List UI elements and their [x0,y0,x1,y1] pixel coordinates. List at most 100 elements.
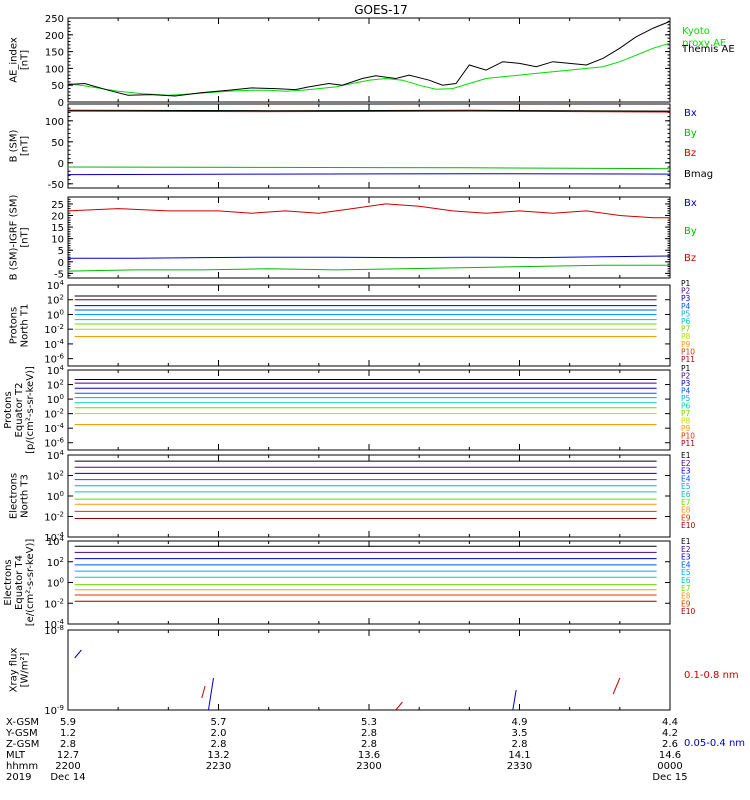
footer-row-label: MLT [6,750,26,761]
series-themis-ae-line [67,20,671,97]
y-axis-label: B (SM) [9,129,20,162]
y-axis-label: [nT] [20,50,31,70]
legend-series-bx: Bx [684,198,697,209]
exponent: 4 [60,364,65,372]
series-by-line [67,166,671,170]
legend-series-bx: Bx [684,108,697,119]
footer-cell: Dec 15 [652,772,687,783]
footer-cell: 2.8 [60,739,76,750]
exponent: -9 [57,704,64,712]
footer-cell: 13.2 [207,750,229,761]
y-axis-label: North T1 [20,304,31,348]
exponent: -6 [57,437,65,445]
y-axis-label: [W/m²] [20,652,31,687]
panel-1: 0 50 100 150 200 250 AE_index [nT] Kyoto proxy AE… [9,14,735,109]
legend-series-e7: E7 [681,498,691,507]
y-tick-label: 102 [47,556,64,569]
y-tick-label: 102 [47,379,64,392]
y-tick-label: 0 [58,258,64,269]
y-tick-label: 104 [47,279,65,292]
y-axis-label: [nT] [20,136,31,156]
series-bx-line [68,255,671,259]
footer-cell: 14.1 [508,750,530,761]
legend-series-e7: E7 [681,584,691,593]
panel-frame [67,17,671,103]
exponent: -2 [57,323,64,331]
y-tick-label: 100 [47,490,64,503]
y-tick-label: 10-9 [44,704,64,717]
y-tick-label: -5 [54,269,64,280]
y-tick-label: 100 [45,64,64,75]
legend-series-bz: Bz [684,148,696,159]
y-tick-label: 15 [51,223,64,234]
legend-series-e6: E6 [681,490,691,499]
series-bmag-line [67,109,671,112]
footer-cell: 2.6 [662,739,678,750]
y-tick-label: 10-2 [44,597,64,610]
panel-frame [67,629,671,711]
legend-series-0-1-0-8-nm: 0.1-0.8 nm [684,670,739,681]
legend-series-p4: P4 [681,302,691,311]
legend-line: proxy AE [682,38,726,49]
exponent: 0 [60,308,64,316]
exponent: -8 [57,624,64,632]
footer-cell: 2230 [206,761,231,772]
legend-series-p1: P1 [681,279,691,288]
legend-series-p5: P5 [681,394,691,403]
y-axis-label: AE_index [9,37,20,83]
y-tick-label: 250 [45,14,64,25]
series-bz-line [67,110,671,113]
exponent: -4 [57,531,65,539]
legend-series-e2: E2 [681,545,691,554]
exponent: -4 [57,618,65,626]
legend-series-e8: E8 [681,506,691,515]
panel-frame [67,284,671,367]
exponent: -2 [57,511,64,519]
legend-series-by: By [684,128,697,139]
y-tick-label: 10-2 [44,323,64,336]
y-tick-label: 20 [51,212,64,223]
series-0-05-0-4-nm-segment [512,689,517,711]
y-tick-label: -50 [48,180,64,191]
exponent: 4 [60,535,65,543]
legend-series-kyoto-proxy-ae: Kyoto proxy AE [682,26,726,49]
y-tick-label: 10-4 [44,422,64,435]
footer-cell: 4.4 [662,717,678,728]
footer-row-label: hhmm [6,761,38,772]
series-0-05-0-4-nm-segment [74,649,82,659]
y-tick-label: 100 [47,393,64,406]
exponent: 4 [60,449,65,457]
legend-series-p6: P6 [681,317,691,326]
panel-frame [67,369,671,451]
exponent: 2 [60,470,64,478]
series-0-05-0-4-nm-segment [207,677,214,711]
exponent: -4 [57,338,65,346]
legend-series-bz: Bz [684,253,696,264]
legend-series-e9: E9 [681,599,691,608]
y-tick-label: 5 [58,246,64,257]
legend-series-e3: E3 [681,467,691,476]
y-tick-label: 10-2 [44,408,64,421]
exponent: -6 [57,353,65,361]
legend-series-p2: P2 [681,287,691,296]
footer-cell: 13.6 [358,750,380,761]
exponent: 0 [60,577,64,585]
footer-row-label: Z-GSM [6,739,39,750]
legend-series-p1: P1 [681,364,691,373]
y-axis-label: Equator T4 [14,555,25,610]
panel-frame [67,103,671,189]
legend-series-e4: E4 [681,560,691,569]
legend-series-p9: P9 [681,340,691,349]
legend-series-e1: E1 [681,451,691,460]
footer-cell: 2.8 [361,728,377,739]
legend-series-e3: E3 [681,553,691,562]
footer-cell: 2330 [507,761,532,772]
series-0-1-0-8-nm-segment [201,685,206,699]
legend-series-e2: E2 [681,459,691,468]
legend-series-e10: E10 [681,521,696,530]
series-0-1-0-8-nm-segment [395,701,403,711]
footer-cell: 2200 [55,761,80,772]
legend-series-p11: P11 [681,355,695,364]
